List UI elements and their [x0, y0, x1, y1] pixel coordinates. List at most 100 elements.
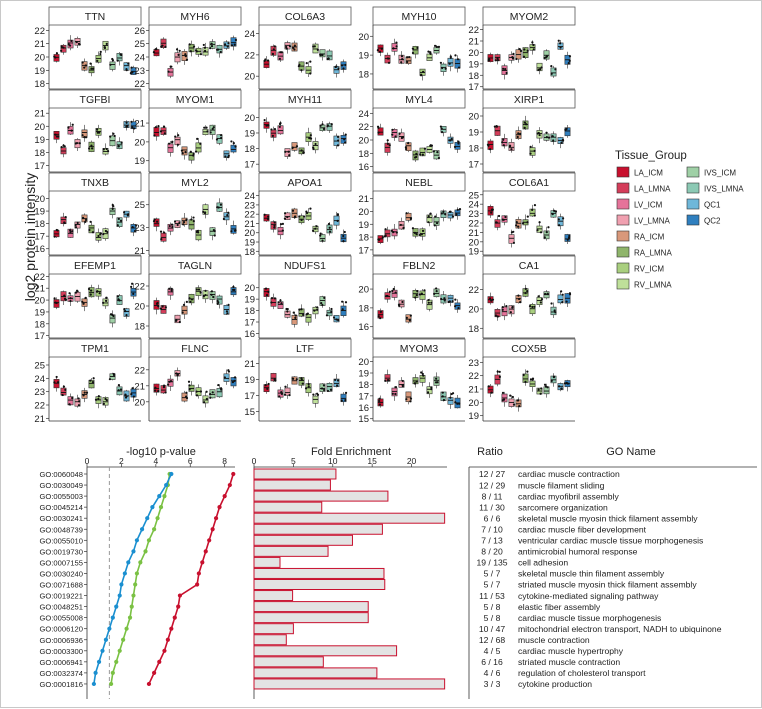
pvalue-point — [143, 549, 148, 554]
box-point — [330, 307, 333, 311]
box-point — [512, 241, 516, 244]
pvalue-x-tick-label: 6 — [188, 456, 193, 466]
box-point — [524, 287, 527, 290]
ratio-cell: 5 / 7 — [484, 580, 501, 590]
box-point — [444, 213, 447, 216]
box-point — [210, 290, 213, 293]
box-point — [433, 44, 437, 47]
box-point — [395, 231, 398, 234]
pvalue-point — [133, 582, 138, 587]
pvalue-point — [165, 637, 170, 642]
box-point — [75, 141, 79, 145]
legend-swatch — [616, 166, 630, 178]
box — [216, 388, 223, 398]
box — [391, 387, 398, 397]
panel-title: FBLN2 — [403, 260, 436, 272]
box-point — [185, 58, 189, 61]
box-point — [104, 229, 107, 233]
box-point — [531, 305, 534, 309]
box-point — [546, 292, 549, 295]
ratio-cell: 7 / 13 — [481, 536, 503, 546]
pvalue-point — [108, 681, 114, 687]
panel-strip — [48, 255, 142, 275]
box-point — [90, 67, 93, 70]
box-point — [192, 220, 195, 223]
box-point — [227, 370, 231, 373]
box-point — [152, 220, 156, 223]
box-point — [392, 231, 395, 234]
box-point — [415, 233, 418, 236]
box-point — [502, 67, 505, 70]
panel-fbln2: FBLN2 16 18 20 — [358, 255, 466, 339]
box-point — [405, 212, 408, 215]
box-point — [89, 379, 92, 382]
box-point — [545, 131, 548, 134]
box-point — [378, 399, 381, 403]
box-point — [430, 388, 433, 391]
y-tick-label: 17 — [34, 232, 45, 243]
box-point — [168, 380, 171, 383]
box-point — [233, 43, 236, 46]
box-point — [316, 306, 319, 309]
pvalue-point — [162, 494, 167, 499]
y-tick-label: 18 — [358, 380, 369, 391]
box-point — [450, 137, 453, 141]
box-point — [442, 210, 445, 213]
box-point — [377, 315, 380, 318]
panel-strip — [148, 338, 242, 358]
box-point — [195, 50, 198, 53]
box-point — [89, 293, 92, 296]
box-point — [336, 379, 340, 382]
pvalue-x-tick-label: 8 — [222, 456, 227, 466]
box-point — [215, 48, 219, 51]
box — [550, 67, 557, 77]
box-point — [266, 217, 270, 221]
box-point — [512, 230, 515, 233]
box-point — [53, 235, 56, 238]
box-point — [568, 234, 571, 238]
box-point — [104, 397, 107, 401]
y-tick-label: 15 — [358, 414, 369, 425]
y-tick-label: 22 — [34, 272, 45, 283]
box-point — [399, 223, 402, 227]
box-point — [512, 403, 516, 406]
box-point — [441, 66, 444, 70]
box-point — [171, 225, 174, 229]
box-point — [309, 72, 312, 75]
y-tick-label: 20 — [134, 137, 145, 148]
box-point — [131, 282, 134, 285]
box-point — [526, 49, 529, 52]
box-point — [307, 385, 310, 388]
panel-ltf: LTF 15 17 19 21 — [244, 338, 352, 422]
box-point — [278, 57, 281, 60]
y-tick-label: 21 — [134, 119, 145, 130]
go-name-cell: cardiac muscle fiber development — [518, 524, 647, 534]
box — [167, 378, 174, 387]
box-point — [408, 55, 411, 59]
fold-bar — [253, 523, 383, 535]
box-point — [553, 309, 556, 312]
box-point — [284, 385, 287, 388]
box-point — [421, 153, 424, 156]
go-id-label: GO:0030240 — [40, 569, 84, 578]
box-point — [132, 127, 136, 130]
panel-title: TTN — [85, 11, 105, 23]
box-point — [502, 144, 505, 147]
box — [564, 234, 571, 242]
box-point — [377, 238, 380, 241]
panel-strip — [258, 172, 352, 192]
legend-label: QC1 — [704, 201, 721, 210]
box-point — [78, 400, 81, 403]
box-point — [187, 380, 191, 383]
box-point — [543, 236, 546, 239]
box-point — [409, 314, 412, 317]
box-point — [105, 42, 108, 46]
box-point — [380, 47, 383, 50]
box-point — [84, 220, 87, 223]
y-tick-label: 23 — [468, 209, 479, 220]
go-id-label: GO:0055008 — [40, 614, 84, 623]
box-point — [427, 299, 430, 302]
fold-bar — [253, 479, 331, 491]
box — [270, 129, 277, 138]
